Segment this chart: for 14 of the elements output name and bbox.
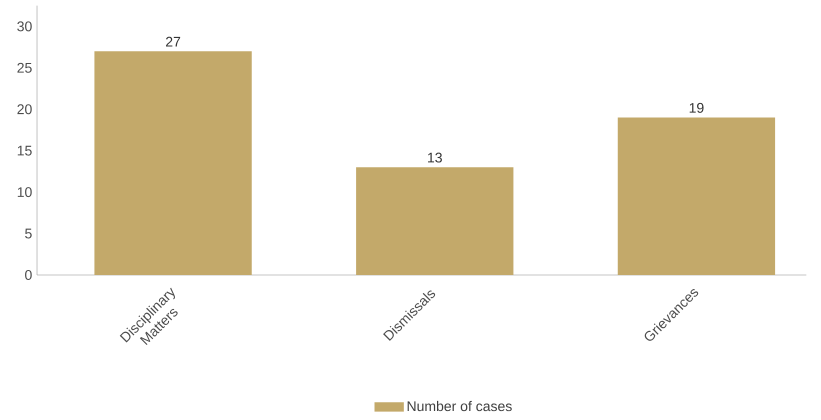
- bar: [356, 167, 514, 275]
- data-label: 27: [166, 36, 180, 47]
- y-tick-label: 10: [18, 187, 32, 198]
- y-tick-label: 0: [25, 270, 32, 280]
- legend-label: Number of cases: [408, 400, 512, 412]
- y-tick-label: 15: [18, 146, 32, 156]
- y-tick-label: 20: [17, 104, 32, 114]
- y-tick-label: 30: [17, 21, 32, 32]
- y-tick-label: 25: [17, 62, 32, 73]
- data-label: 19: [690, 102, 704, 113]
- bar: [94, 51, 252, 275]
- y-tick-label: 5: [25, 228, 32, 238]
- data-label: 13: [428, 152, 442, 163]
- bar: [618, 118, 776, 275]
